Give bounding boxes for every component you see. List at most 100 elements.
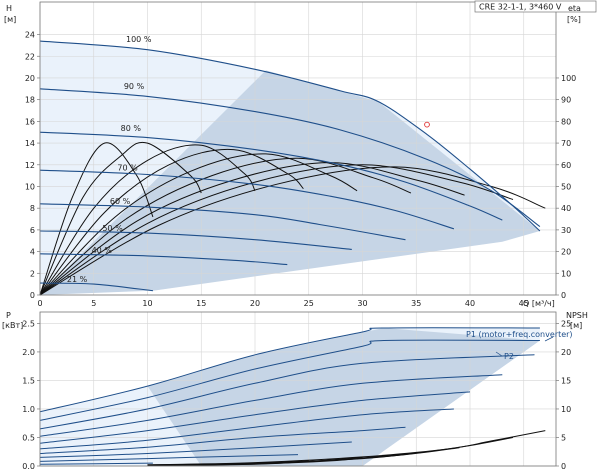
top-ylabel-left-2: [м] <box>4 15 16 24</box>
head-curve-label-6: 50 % <box>102 224 123 233</box>
top-y-tick-label: 18 <box>25 96 35 105</box>
top-eta-tick-label: 60 <box>561 161 571 170</box>
head-curve-label-4: 70 % <box>117 163 138 172</box>
top-x-tick-label: 35 <box>411 299 421 308</box>
bottom-ylabel-left-2: [кВт] <box>2 321 23 330</box>
power-curve-7 <box>39 426 406 454</box>
head-eta-chart: 100 % 90 % 80 % 70 % 60 % 50 % 40 % 21 % 0 5 10 15 2… <box>25 1 576 308</box>
top-y-tick-label: 24 <box>25 31 35 40</box>
head-curve-2 <box>39 88 541 228</box>
top-y-tick-label: 0 <box>30 291 35 300</box>
eta-curve-2 <box>39 141 202 296</box>
duty-point-marker <box>424 121 430 128</box>
top-y-tick-label: 12 <box>25 161 35 170</box>
top-x-tick-label: 30 <box>357 299 367 308</box>
power-curve-8 <box>39 441 352 458</box>
top-eta-tick-label: 0 <box>561 291 566 300</box>
top-y-tick-label: 2 <box>30 269 35 278</box>
bottom-npsh-tick-label: 15 <box>561 376 571 385</box>
eta-curve-8 <box>39 164 514 296</box>
top-ylabel-right-1: eta <box>568 4 581 13</box>
top-ylabel-left-1: H <box>6 4 12 13</box>
power-curve-1 <box>39 327 540 413</box>
top-x-tick-label: 20 <box>250 299 260 308</box>
top-ylabel-right-2: [%] <box>567 15 581 24</box>
bottom-npsh-tick-label: 20 <box>561 348 571 357</box>
top-eta-tick-label: 50 <box>561 182 571 191</box>
bottom-y-tick-label: 2.5 <box>22 319 35 328</box>
power-efficiency-range <box>147 328 540 466</box>
head-curve-1 <box>39 40 541 232</box>
top-eta-tick-label: 90 <box>561 96 571 105</box>
power-curve-3 <box>39 354 535 430</box>
head-curve-label-5: 60 % <box>110 197 131 206</box>
legend-p1-leader <box>544 336 554 342</box>
head-curve-label-1: 100 % <box>126 35 152 44</box>
npsh-curve-6 <box>147 460 309 466</box>
head-curve-label-8: 21 % <box>67 275 88 284</box>
top-y-tick-label: 8 <box>30 204 35 213</box>
power-curve-4 <box>39 374 503 437</box>
head-curve-label-7: 40 % <box>92 246 113 255</box>
eta-curve-9 <box>39 166 546 296</box>
bottom-y-tick-label: 2.0 <box>22 348 35 357</box>
top-plot-frame <box>39 1 557 296</box>
power-curve-6 <box>39 408 454 450</box>
head-curve-5 <box>39 203 406 241</box>
bottom-npsh-tick-label: 5 <box>561 433 566 442</box>
top-y-tick-label: 4 <box>30 248 35 257</box>
power-curve-2 <box>39 339 540 421</box>
top-x-tick-label: 10 <box>142 299 152 308</box>
bottom-ylabel-right-2: [м] <box>570 321 582 330</box>
power-curve-9 <box>39 454 299 462</box>
head-curve-3 <box>39 131 503 221</box>
head-curve-label-3: 80 % <box>121 124 142 133</box>
bottom-y-tick-label: 1.0 <box>22 405 35 414</box>
head-curve-6 <box>39 230 352 250</box>
bottom-npsh-tick-label: 0 <box>561 462 566 471</box>
top-y-tick-label: 22 <box>25 52 35 61</box>
top-x-tick-label: 15 <box>196 299 206 308</box>
bottom-npsh-tick-label: 25 <box>561 319 571 328</box>
bottom-y-tick-label: 0.0 <box>22 462 35 471</box>
head-curve-4 <box>39 169 455 230</box>
top-x-tick-label: 5 <box>91 299 96 308</box>
chart-title: CRE 32-1-1, 3*460 V <box>479 3 562 12</box>
top-eta-tick-label: 20 <box>561 248 571 257</box>
head-curve-7 <box>39 253 288 266</box>
top-eta-tick-label: 40 <box>561 204 571 213</box>
top-y-tick-label: 16 <box>25 117 35 126</box>
top-y-tick-label: 6 <box>30 226 35 235</box>
bottom-npsh-tick-label: 10 <box>561 405 571 414</box>
top-eta-tick-label: 80 <box>561 117 571 126</box>
power-curve-10 <box>39 462 153 465</box>
bottom-plot-frame <box>39 311 557 467</box>
legend-p2: P2 <box>504 352 514 361</box>
top-x-tick-label: 45 <box>519 299 529 308</box>
top-y-tick-label: 14 <box>25 139 35 148</box>
efficiency-range <box>40 70 540 296</box>
bottom-y-tick-label: 0.5 <box>22 433 35 442</box>
top-eta-tick-label: 30 <box>561 226 571 235</box>
head-curve-label-2: 90 % <box>124 82 145 91</box>
top-eta-tick-label: 10 <box>561 269 571 278</box>
title-box <box>474 0 597 13</box>
top-x-tick-label: 25 <box>304 299 314 308</box>
eta-curve-4 <box>39 148 304 296</box>
legend-p1: P1 (motor+freq.converter) <box>466 330 573 339</box>
top-eta-tick-label: 100 <box>561 74 576 83</box>
top-y-tick-label: 20 <box>25 74 35 83</box>
bottom-ylabel-right-1: NPSH <box>566 311 588 320</box>
power-curve-5 <box>39 391 471 444</box>
top-eta-tick-label: 70 <box>561 139 571 148</box>
bottom-ylabel-left-1: P <box>6 311 11 320</box>
power-npsh-chart: 0.0 0.5 1.0 1.5 2.0 2.5 0 5 10 15 20 25 <box>22 311 571 471</box>
chart-text-layer: CRE 32-1-1, 3*460 V H [м] eta [%] Q [м³/… <box>2 0 597 361</box>
head-curve-8 <box>39 282 153 292</box>
top-x-tick-label: 40 <box>465 299 475 308</box>
eta-curve-5 <box>39 153 358 296</box>
legend-p2-leader <box>495 351 503 357</box>
top-xlabel: Q [м³/ч] <box>523 299 555 308</box>
bottom-y-tick-label: 1.5 <box>22 376 35 385</box>
